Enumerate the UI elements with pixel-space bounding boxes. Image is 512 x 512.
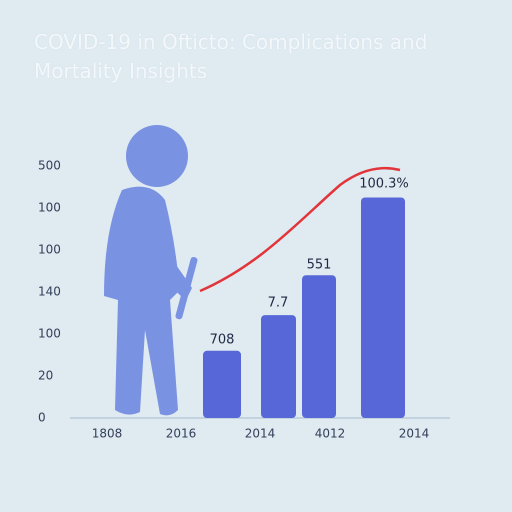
x-tick-label: 2016 (166, 427, 197, 441)
y-tick-label: 140 (38, 285, 61, 299)
x-tick-label: 1808 (92, 427, 123, 441)
chart-title: COVID-19 in Ofticto: Complications and M… (34, 30, 428, 83)
y-tick-label: 100 (38, 243, 61, 257)
x-tick-label: 2014 (399, 427, 430, 441)
bar (203, 350, 241, 418)
bar-annotation: 551 (307, 258, 332, 273)
y-tick-label: 20 (38, 369, 53, 383)
y-tick-label: 100 (38, 327, 61, 341)
bar-annotation: 708 (210, 333, 235, 348)
x-tick-label: 4012 (315, 427, 346, 441)
bar (361, 197, 405, 418)
y-tick-label: 500 (38, 159, 61, 173)
person-figure (104, 125, 198, 416)
bar-annotation: 7.7 (268, 296, 289, 311)
y-tick-label: 100 (38, 201, 61, 215)
trend-curve (199, 166, 401, 293)
bar (302, 275, 336, 418)
y-tick-label: 0 (38, 411, 46, 425)
bar (261, 315, 296, 418)
x-tick-label: 2014 (245, 427, 276, 441)
bar-annotation: 100.3% (359, 177, 409, 192)
